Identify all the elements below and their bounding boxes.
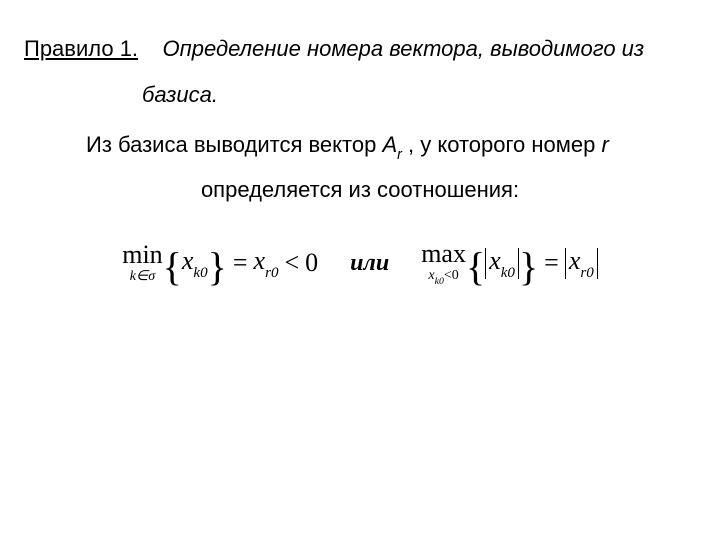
right-brace-1: } (208, 253, 227, 281)
rule-heading-line: Правило 1. Определение номера вектора, в… (24, 28, 696, 70)
body-line-1: Из базиса выводится вектор Ar , у которо… (24, 124, 696, 168)
left-brace-2: { (466, 253, 485, 281)
formula-min-term: min k∈σ { xk0 } = xr0 < 0 (122, 242, 318, 284)
formula: min k∈σ { xk0 } = xr0 < 0 или max xk0<0 (24, 241, 696, 286)
vector-sub-r: r (397, 147, 402, 163)
zero-1: 0 (305, 248, 318, 278)
eq-2: = (538, 248, 565, 278)
x-var-1: x (182, 246, 194, 275)
max-cond-x: x (428, 268, 434, 283)
x-sub-r0-1: r0 (265, 265, 278, 281)
x-sub-k0-1: k0 (193, 265, 207, 281)
x-sub-k0-2: k0 (501, 265, 515, 281)
max-operator: max xk0<0 (421, 241, 466, 286)
max-cond-op: <0 (444, 268, 459, 283)
x-sub-r0-2: r0 (580, 265, 593, 281)
right-brace-2: } (519, 253, 538, 281)
index-var: r (602, 132, 609, 157)
eq-1: = (227, 248, 254, 278)
x-var-3: x (489, 246, 501, 275)
abs-xr0: xr0 (565, 248, 598, 279)
max-condition: xk0<0 (428, 269, 458, 286)
page-root: Правило 1. Определение номера вектора, в… (0, 0, 720, 540)
max-label: max (421, 241, 466, 267)
formula-max-term: max xk0<0 { xk0 } = xr0 (421, 241, 598, 286)
x-var-2: x (254, 246, 266, 275)
min-label: min (122, 242, 162, 268)
x-r0-1: xr0 (254, 246, 279, 280)
x-k0-1: xk0 (182, 246, 208, 280)
rule-label: Правило 1. (24, 36, 138, 61)
rule-definition-part2: базиса. (24, 74, 696, 116)
body-pre: Из базиса выводится вектор (86, 132, 382, 157)
x-var-4: x (569, 246, 581, 275)
body-post: , у которого номер (402, 132, 602, 157)
or-word: или (346, 250, 393, 277)
left-brace-1: { (163, 253, 182, 281)
min-operator: min k∈σ (122, 242, 162, 284)
vector-A: A (382, 132, 397, 157)
rule-definition-part1: Определение номера вектора, выводимого и… (163, 36, 645, 61)
abs-xk0: xk0 (485, 248, 519, 279)
max-cond-sub: k0 (435, 276, 444, 287)
body-line-2: определяется из соотношения: (24, 169, 696, 211)
lt-1: < (279, 248, 306, 278)
min-condition: k∈σ (130, 270, 155, 284)
